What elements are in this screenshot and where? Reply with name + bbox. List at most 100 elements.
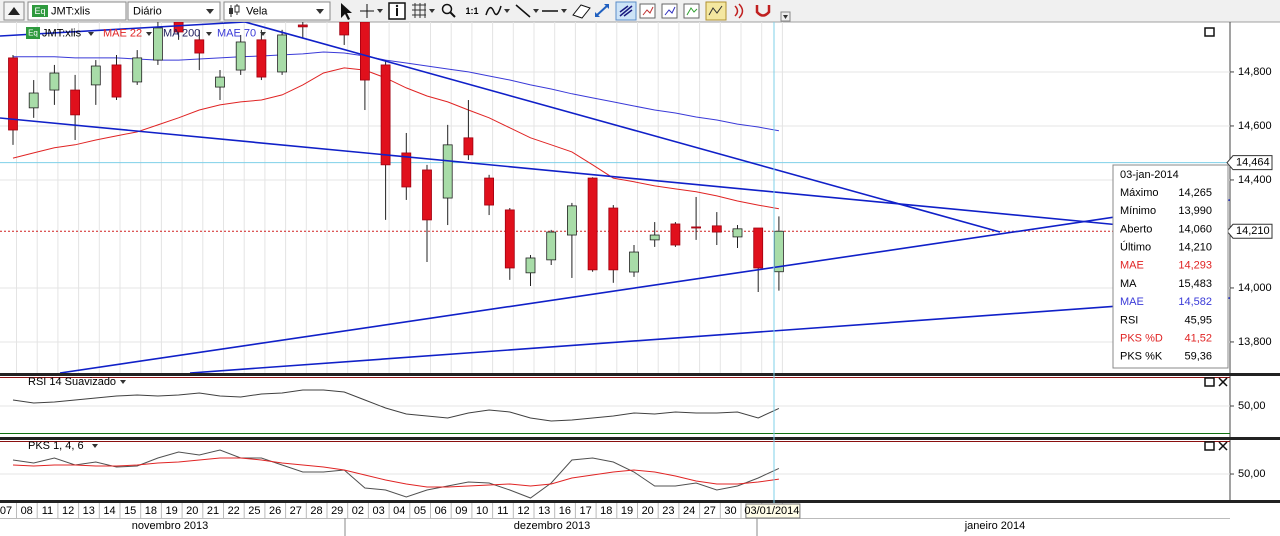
period-select[interactable]: Diário	[127, 1, 221, 21]
magnet-off-tool[interactable]	[755, 5, 771, 17]
info-label: MAE	[1120, 260, 1144, 272]
info-label: PKS %D	[1120, 333, 1163, 345]
candle-body	[629, 251, 639, 273]
candle-body	[339, 22, 350, 36]
maximize-button[interactable]	[1204, 441, 1215, 451]
month-label: novembro 2013	[132, 520, 208, 532]
magnet-tool[interactable]	[615, 1, 637, 21]
legend-dropdown[interactable]	[260, 32, 266, 36]
x-tick-label: 02	[352, 505, 364, 517]
symbol-text: JMT:xlis	[51, 5, 91, 17]
x-tick-label: 27	[704, 505, 716, 517]
x-tick-label: 12	[517, 505, 529, 517]
candle-body	[277, 34, 288, 73]
date-axis: 07 08 11 12 13 14 15 18 19 20 21 22 25 26 27 28 29 02 03 04…	[0, 503, 1025, 532]
price-marker-box	[1226, 223, 1273, 239]
candle-body	[670, 223, 681, 246]
y-tick-label: 50,00	[1238, 468, 1266, 480]
info-label: MAE	[1120, 296, 1144, 308]
candle-body	[8, 57, 18, 131]
panel-dropdown[interactable]	[120, 380, 126, 384]
rsi-panel	[0, 389, 1230, 422]
pks-panel	[0, 449, 1230, 499]
candle-body	[649, 234, 660, 241]
panel-separator	[0, 437, 1280, 440]
y-tick-label: 13,800	[1238, 336, 1272, 348]
candle-body	[732, 228, 743, 238]
toolbar: Eq JMT:xlis Diário Vela 1:1	[0, 0, 1280, 23]
trend-line	[0, 22, 246, 37]
candle-body	[753, 227, 764, 269]
maximize-button[interactable]	[1204, 27, 1215, 37]
candle-body	[401, 152, 412, 188]
line-tool[interactable]	[515, 4, 539, 18]
crosshair-tool[interactable]	[360, 4, 383, 18]
x-tick-label: 13	[538, 505, 550, 517]
x-tick-label: 13	[83, 505, 95, 517]
x-tick-label: 19	[165, 505, 177, 517]
candle-body	[111, 64, 122, 98]
info-value: 15,483	[1178, 278, 1212, 290]
chart-icon-4[interactable]	[705, 1, 727, 21]
y-tick-label: 50,00	[1238, 400, 1266, 412]
panel-title[interactable]: PKS 1, 4, 6	[28, 440, 84, 452]
price-marker-label: 14,464	[1236, 157, 1270, 169]
chart-style-text: Vela	[246, 5, 268, 17]
info-box-bg	[1112, 164, 1229, 369]
candle-body	[28, 92, 39, 109]
x-tick-label: 29	[331, 505, 343, 517]
maximize-button[interactable]	[1204, 377, 1215, 387]
zoom-tool[interactable]	[441, 3, 456, 18]
panel-title[interactable]: RSI 14 Suavizado	[28, 376, 116, 388]
expand-tool[interactable]	[595, 4, 609, 17]
candle-body	[380, 64, 391, 166]
scroll-up-button[interactable]	[3, 1, 25, 21]
candle-body	[442, 144, 453, 199]
candle-body	[173, 22, 184, 33]
info-value: 59,36	[1184, 351, 1212, 363]
legend-dropdown[interactable]	[146, 32, 152, 36]
legend-dropdown[interactable]	[88, 32, 94, 36]
indicator-tool[interactable]	[485, 5, 510, 16]
legend-symbol[interactable]: JMT:xlis	[42, 27, 82, 39]
legend-entry[interactable]: MAE 22	[103, 27, 142, 39]
grid-tool[interactable]	[412, 3, 435, 18]
pointer-tool[interactable]	[341, 3, 352, 20]
info-label: RSI	[1120, 314, 1138, 326]
chart-icon-1[interactable]	[639, 3, 656, 19]
info-label: PKS %K	[1120, 351, 1163, 363]
close-button[interactable]	[1218, 377, 1228, 387]
sound-tool[interactable]	[734, 3, 744, 19]
zoom-reset-tool[interactable]: 1:1	[465, 6, 478, 16]
symbol-input[interactable]: Eq JMT:xlis	[27, 1, 127, 21]
hline-tool[interactable]	[542, 9, 567, 13]
candle-body	[215, 76, 225, 88]
legend-entry[interactable]: MA 200	[163, 27, 200, 39]
trend-line	[59, 199, 1230, 373]
eraser-tool[interactable]	[572, 4, 591, 19]
chart-style-select[interactable]: Vela	[223, 1, 331, 21]
info-tool[interactable]	[388, 2, 406, 20]
candle-body	[297, 24, 308, 28]
date-axis-bg	[0, 503, 1230, 536]
date-cursor-box	[745, 503, 801, 519]
candle-body	[691, 226, 701, 229]
x-tick-label: 18	[600, 505, 612, 517]
candle-body	[256, 39, 267, 78]
legend-dropdown[interactable]	[206, 32, 212, 36]
chart-icon-3[interactable]	[683, 3, 700, 19]
panel-dropdown[interactable]	[92, 444, 98, 448]
trend-line	[244, 22, 1001, 233]
legend-entry[interactable]: MAE 70	[217, 27, 256, 39]
info-label: Último	[1120, 241, 1151, 254]
x-tick-label: 15	[124, 505, 136, 517]
candle-body	[70, 89, 80, 116]
toolbar-more[interactable]	[780, 11, 791, 22]
close-button[interactable]	[1218, 441, 1228, 451]
x-tick-label: 20	[186, 505, 198, 517]
x-tick-label: 03/01/2014	[744, 505, 799, 517]
info-label: MA	[1120, 278, 1137, 290]
panel-separator	[0, 500, 1280, 503]
chart-icon-2[interactable]	[661, 3, 678, 19]
